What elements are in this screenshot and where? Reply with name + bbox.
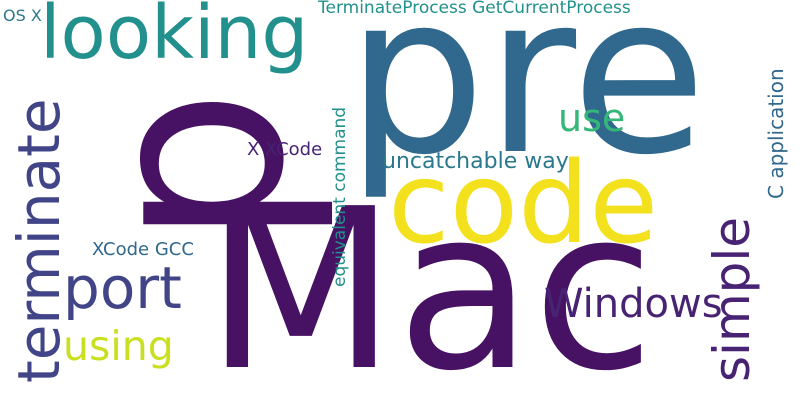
word-windows: Windows <box>544 281 723 327</box>
word-port: port <box>63 254 182 322</box>
word-terminateprocess: TerminateProcess GetCurrentProcess <box>318 0 631 18</box>
word-os-x: OS X <box>3 6 42 25</box>
word-use: use <box>558 96 626 140</box>
word-terminate: terminate <box>5 98 73 383</box>
word-equivalent-command: equivalent command <box>330 106 350 287</box>
word-code: code <box>388 139 659 269</box>
word-mac: Mac <box>205 162 655 400</box>
word-c-application: C application <box>764 68 788 199</box>
word-uncatchable-way: uncatchable way <box>382 149 569 174</box>
word-x-xcode: X XCode <box>247 139 323 160</box>
word-pre: pre <box>346 0 707 203</box>
word-xcode-gcc: XCode GCC <box>92 239 194 260</box>
word-looking: looking <box>40 0 309 76</box>
word-using: using <box>63 322 174 370</box>
